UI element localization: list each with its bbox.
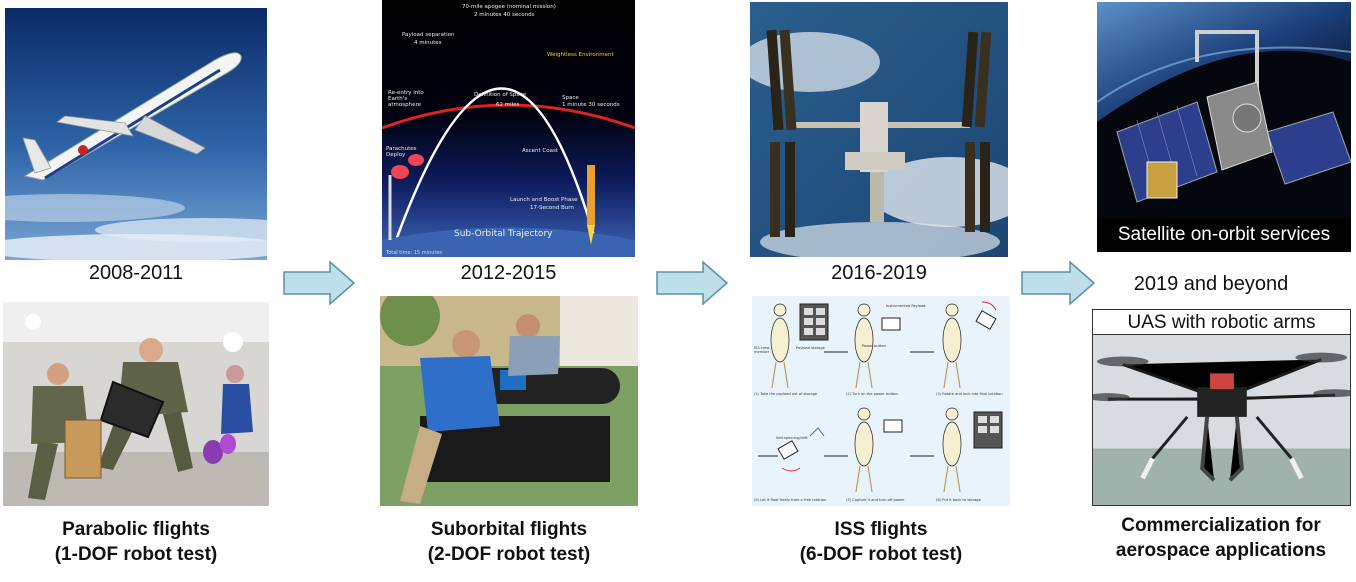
step-5: (5) Capture it and turn off power [846, 498, 905, 502]
caption-line-2: aerospace applications [1115, 540, 1327, 561]
apogee-label: 70-mile apogee (nominal mission) [462, 4, 556, 10]
period-label-2: 2012-2015 [460, 262, 557, 284]
ascent-coast-label: Ascent Coast [522, 148, 559, 154]
parabolic-flight-photo [3, 302, 269, 506]
trajectory-title: Sub-Orbital Trajectory [454, 229, 553, 239]
payload-note: Instrumented Payload [886, 304, 926, 308]
step-1: (1) Take the payload out of storage [754, 392, 818, 396]
uas-label: UAS with robotic arms [1093, 310, 1350, 335]
period-label-1: 2008-2011 [88, 262, 184, 284]
caption-line-1: Parabolic flights [62, 519, 210, 540]
burn-label: 17-Second Burn [530, 205, 574, 211]
plane-photo [5, 8, 267, 260]
power-note: Power button [862, 344, 886, 348]
stage-caption-2: Suborbital flights (2-DOF robot test) [380, 517, 638, 567]
satellite-services-label: Satellite on-orbit services [1097, 218, 1351, 252]
step-3: (3) Rotate and lock into final location [936, 392, 1003, 396]
suborbital-team-photo [380, 296, 638, 506]
caption-line-2: (6-DOF robot test) [799, 544, 963, 565]
space-definition-miles: 62 miles [496, 102, 520, 108]
caption-line-2: (2-DOF robot test) [427, 544, 591, 565]
stage-caption-3: ISS flights (6-DOF robot test) [752, 517, 1010, 567]
payload-separation-label: Payload separation [402, 32, 455, 38]
satellite-render: Satellite on-orbit services [1097, 2, 1351, 252]
period-label-4: 2019 and beyond [1133, 273, 1289, 295]
timeline-arrow-1 [283, 260, 356, 306]
suborbital-trajectory-diagram: 70-mile apogee (nominal mission) 2 minut… [382, 0, 635, 257]
caption-line-2: (1-DOF robot test) [54, 544, 218, 565]
weightless-label: Weightless Environment [547, 52, 614, 58]
caption-line-1: ISS flights [834, 519, 928, 540]
storage-note: Payload storage [796, 346, 825, 350]
timeline-arrow-3 [1021, 260, 1096, 306]
reentry-label: Re-entry into Earth's atmosphere [388, 90, 424, 108]
step-2: (2) Turn on the power button [846, 392, 898, 396]
caption-line-1: Suborbital flights [430, 519, 588, 540]
step-4: (4) Let it float freely from a free rota… [754, 498, 827, 502]
payload-separation-time: 4 minutes [414, 40, 442, 46]
free-note: Self-spinning/drift [776, 436, 808, 440]
timeline-arrow-2 [656, 260, 729, 306]
crew-note: ISS crew member [754, 346, 770, 354]
caption-line-1: Commercialization for [1121, 515, 1321, 536]
iss-photo [750, 2, 1008, 257]
parachutes-label: Parachutes Deploy [386, 146, 417, 158]
space-label: Space [562, 95, 579, 101]
step-6: (6) Put it back to storage [936, 498, 981, 502]
space-definition-label: Definition of Space [474, 92, 527, 98]
space-time-label: 1 minute 30 seconds [562, 102, 620, 108]
uas-photo: UAS with robotic arms [1092, 309, 1351, 506]
stage-caption-4: Commercialization for aerospace applicat… [1088, 513, 1354, 563]
launch-phase-label: Launch and Boost Phase [510, 197, 578, 203]
iss-experiment-sequence: ISS crew member Payload storage Power bu… [752, 296, 1010, 506]
stage-caption-1: Parabolic flights (1-DOF robot test) [3, 517, 269, 567]
apogee-time-label: 2 minutes 40 seconds [474, 12, 535, 18]
period-label-3: 2016-2019 [831, 262, 927, 284]
total-time-label: Total time: 15 minutes [386, 250, 443, 256]
